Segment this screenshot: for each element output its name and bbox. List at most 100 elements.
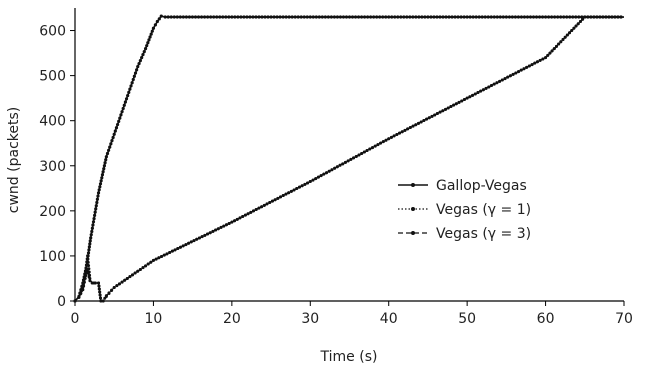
series-point — [178, 245, 182, 249]
series-point — [346, 159, 350, 163]
series-point — [468, 95, 472, 99]
series-point — [353, 15, 358, 19]
series-point — [269, 15, 273, 19]
series-point — [197, 236, 201, 240]
series-point — [206, 232, 210, 236]
series-point — [302, 15, 306, 19]
series-point — [320, 15, 324, 19]
series-point — [438, 110, 442, 114]
series-point — [136, 269, 140, 273]
series-point — [96, 194, 100, 198]
series-point — [572, 26, 576, 30]
series-point — [550, 49, 554, 53]
series-point — [120, 280, 124, 284]
series-point — [430, 114, 434, 118]
series-point — [108, 145, 112, 149]
series-point — [559, 40, 563, 44]
series-point — [268, 201, 272, 205]
y-tick-label: 200 — [39, 204, 66, 220]
series-point — [97, 281, 101, 285]
series-point — [568, 31, 572, 35]
series-point — [172, 15, 176, 19]
series-point — [246, 212, 250, 216]
series-point — [303, 182, 307, 186]
series-point — [405, 15, 409, 19]
series-point — [362, 150, 366, 154]
series-point — [102, 164, 107, 168]
series-point — [170, 249, 174, 253]
series-point — [480, 15, 484, 19]
series-point — [406, 127, 410, 131]
legend-label: Vegas (γ = 1) — [436, 202, 531, 218]
series-point — [501, 15, 505, 19]
series-point — [284, 192, 288, 196]
series-point — [487, 85, 491, 89]
series-point — [378, 15, 382, 19]
series-point — [511, 72, 515, 76]
series-point — [203, 233, 207, 237]
series-point — [476, 91, 480, 95]
series-point — [562, 15, 566, 19]
series-point — [98, 290, 102, 294]
series-point — [126, 93, 130, 98]
series-point — [125, 276, 129, 280]
series-point — [187, 15, 192, 19]
x-tick-label: 40 — [380, 311, 398, 327]
series-point — [93, 213, 97, 217]
series-point — [408, 126, 412, 130]
series-point — [93, 281, 97, 285]
series-point — [359, 15, 364, 19]
series-point — [552, 47, 556, 51]
series-point — [224, 223, 228, 227]
legend-item: Vegas (γ = 1) — [398, 202, 531, 218]
series-point — [86, 271, 90, 275]
series-point — [128, 275, 132, 279]
series-point — [279, 195, 283, 199]
series-point — [425, 117, 429, 121]
series-point — [135, 68, 139, 72]
series-point — [454, 102, 458, 106]
series-point — [254, 208, 258, 212]
series-point — [146, 41, 150, 45]
series-point — [81, 288, 85, 292]
y-tick-label: 0 — [57, 294, 66, 310]
series-point — [243, 213, 247, 217]
series-point — [149, 260, 153, 264]
series-point — [373, 144, 377, 148]
series-point — [489, 84, 493, 88]
y-tick-label: 500 — [39, 69, 66, 85]
series-point — [465, 15, 469, 19]
series-point — [88, 242, 92, 246]
series-point — [249, 210, 253, 214]
series-point — [287, 191, 291, 195]
series-point — [141, 266, 145, 270]
series-point — [296, 15, 300, 19]
series-point — [372, 15, 376, 19]
series-point — [263, 15, 267, 19]
x-tick-label: 10 — [145, 311, 163, 327]
x-tick-label: 0 — [71, 311, 80, 327]
series-point — [83, 276, 87, 280]
series-point — [474, 15, 478, 19]
series-point — [86, 251, 91, 255]
series-point — [563, 35, 567, 39]
series-point — [160, 254, 164, 258]
series-point — [325, 171, 329, 175]
series-point — [514, 71, 518, 75]
series-point — [433, 113, 437, 117]
y-axis-title: cwnd (packets) — [6, 107, 22, 213]
series-point — [165, 252, 169, 256]
series-point — [199, 15, 204, 19]
series-point — [100, 173, 105, 177]
series-point — [332, 15, 337, 19]
series-point — [82, 280, 86, 284]
series-point — [142, 49, 146, 54]
series-point — [586, 15, 590, 19]
series-point — [275, 15, 279, 19]
series-point — [219, 225, 223, 229]
series-point — [570, 29, 574, 33]
series-point — [550, 15, 554, 19]
series-point — [141, 52, 145, 57]
series-point — [537, 15, 542, 19]
